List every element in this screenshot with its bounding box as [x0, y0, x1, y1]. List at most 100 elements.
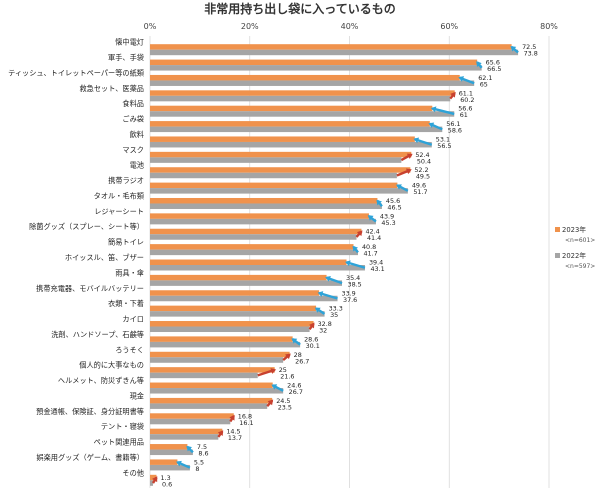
change-arrowhead	[510, 45, 517, 52]
bar-2022	[150, 311, 325, 317]
bar-2023	[150, 74, 460, 81]
value-label-2022: 61	[460, 111, 468, 119]
value-label-2022: 35	[330, 311, 338, 319]
value-label-2022: 0.6	[162, 480, 172, 488]
value-label-2022: 49.5	[416, 173, 430, 181]
category-label: 娯楽用グッズ（ゲーム、書籍等）	[36, 453, 144, 462]
value-label-2023: 33.9	[342, 289, 356, 297]
value-label-2023: 56.1	[446, 120, 460, 128]
category-label: 携帯充電器、モバイルバッテリー	[36, 284, 144, 293]
value-label-2023: 32.8	[318, 320, 332, 328]
change-arrowhead	[285, 353, 291, 360]
value-label-2023: 5.5	[194, 458, 204, 466]
category-label: 洗剤、ハンドソープ、石鹸等	[51, 330, 144, 339]
change-arrowhead	[376, 199, 382, 206]
bar-2023	[150, 228, 362, 235]
value-label-2023: 52.2	[414, 166, 428, 174]
bar-2022	[150, 295, 338, 302]
bar-2022	[150, 218, 376, 225]
change-arrowhead	[309, 322, 315, 329]
category-label: 雨具・傘	[115, 268, 144, 277]
bar-2022	[150, 341, 301, 348]
value-label-2023: 42.4	[365, 228, 379, 236]
change-arrow	[432, 107, 455, 116]
legend: 2023年 <n=601> 2022年 <n=597>	[555, 225, 595, 270]
value-label-2023: 65.6	[486, 59, 500, 67]
bar-2023	[150, 459, 178, 465]
bar-2022	[150, 65, 482, 71]
value-label-2022: 26.7	[295, 357, 309, 365]
category-label: 携帯ラジオ	[108, 176, 144, 185]
legend-sample-size: <n=601>	[565, 237, 595, 244]
bar-2022	[150, 80, 475, 86]
value-label-2022: 56.5	[437, 142, 451, 150]
value-label-2022: 43.1	[370, 265, 384, 273]
value-label-2023: 39.4	[369, 259, 383, 267]
value-label-2023: 56.6	[458, 105, 472, 113]
bar-2023	[150, 167, 411, 173]
category-label: テント・寝袋	[101, 422, 144, 431]
change-arrowhead	[352, 245, 359, 252]
bar-2023	[150, 59, 478, 66]
bar-2022	[150, 188, 408, 194]
change-arrowhead	[217, 430, 224, 437]
value-label-2023: 33.3	[329, 305, 343, 313]
value-label-2023: 40.8	[362, 243, 376, 251]
value-label-2022: 41.4	[367, 234, 381, 242]
bar-2022	[150, 280, 343, 286]
bar-2022	[150, 403, 268, 409]
value-label-2022: 8.6	[198, 450, 208, 458]
bar-2023	[150, 290, 320, 296]
value-label-2022: 41.7	[363, 250, 377, 258]
bar-2022	[150, 141, 432, 148]
value-label-2022: 32	[319, 327, 327, 335]
bar-2022	[150, 388, 284, 394]
change-arrowhead	[314, 307, 321, 313]
change-arrowhead	[430, 106, 437, 113]
category-label: 電池	[130, 161, 144, 170]
change-arrowhead	[345, 260, 351, 267]
value-label-2023: 24.6	[287, 382, 301, 390]
value-label-2022: 16.1	[239, 419, 253, 427]
value-label-2023: 16.8	[238, 412, 252, 420]
bar-2022	[150, 372, 258, 379]
bar-2022	[150, 357, 284, 363]
legend-swatch	[555, 253, 560, 258]
x-axis-ticks: 0% 20% 40% 60% 80%	[144, 22, 559, 31]
change-arrowhead	[152, 476, 158, 483]
category-label: ヘルメット、防災ずきん等	[58, 376, 144, 385]
change-arrowhead	[176, 460, 182, 467]
bar-2022	[150, 126, 443, 133]
value-label-2022: 38.5	[348, 280, 362, 288]
category-label: 現金	[130, 391, 144, 400]
category-label: 除菌グッズ（スプレー、シート等）	[29, 222, 144, 231]
bar-2023	[150, 382, 273, 389]
bar-2022	[150, 434, 219, 440]
bar-2023	[150, 474, 157, 481]
bar-2023	[150, 367, 275, 373]
bar-2022	[150, 49, 519, 56]
value-label-2023: 52.4	[415, 151, 429, 159]
bar-2022	[150, 172, 397, 179]
bar-2022	[150, 95, 451, 102]
value-label-2023: 28	[294, 351, 302, 359]
value-label-2023: 28.6	[304, 335, 318, 343]
bar-2023	[150, 428, 223, 435]
category-label: ティッシュ、トイレットペーパー等の紙類	[8, 68, 145, 77]
value-label-2022: 66.5	[487, 65, 501, 73]
value-label-2022: 8	[195, 465, 199, 473]
bar-2023	[150, 444, 188, 450]
value-label-2022: 21.6	[280, 373, 294, 381]
change-arrowhead	[186, 445, 193, 452]
bar-2023	[150, 321, 314, 327]
bar-2023	[150, 259, 347, 265]
category-label: マスク	[122, 145, 144, 154]
bar-2022	[150, 157, 402, 163]
category-label: 懐中電灯	[115, 38, 144, 47]
category-label: 衣類・下着	[108, 299, 144, 308]
bar-2023	[150, 244, 354, 250]
value-label-2023: 49.6	[412, 182, 426, 190]
bar-2022	[150, 449, 193, 456]
bar-2023	[150, 105, 433, 112]
